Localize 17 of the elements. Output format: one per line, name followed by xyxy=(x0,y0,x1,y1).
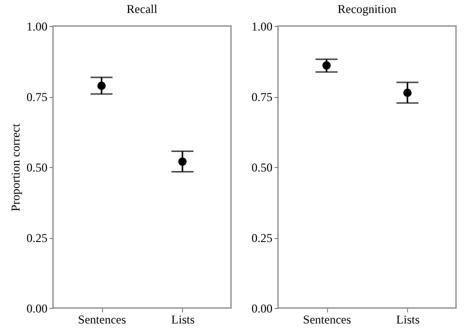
y-axis-title: Proportion correct xyxy=(8,123,22,212)
y-tick-label: 0.00 xyxy=(26,302,48,316)
y-tick-label: 0.00 xyxy=(252,302,272,316)
x-tick-label: Sentences xyxy=(78,312,126,326)
y-tick-label: 1.00 xyxy=(26,20,48,34)
x-tick-label: Lists xyxy=(396,312,420,326)
y-tick-label: 0.50 xyxy=(252,160,272,174)
y-tick-label: 0.25 xyxy=(252,231,272,245)
x-tick-label: Sentences xyxy=(303,312,352,326)
chart-title: Recall xyxy=(126,2,158,16)
y-tick-label: 0.50 xyxy=(26,160,48,174)
chart-title: Recognition xyxy=(338,2,396,16)
x-tick-label: Lists xyxy=(171,312,195,326)
y-tick-label: 0.75 xyxy=(26,90,48,104)
y-tick-label: 0.25 xyxy=(26,231,48,245)
y-tick-label: 0.75 xyxy=(252,90,272,104)
y-tick-label: 1.00 xyxy=(252,20,272,34)
